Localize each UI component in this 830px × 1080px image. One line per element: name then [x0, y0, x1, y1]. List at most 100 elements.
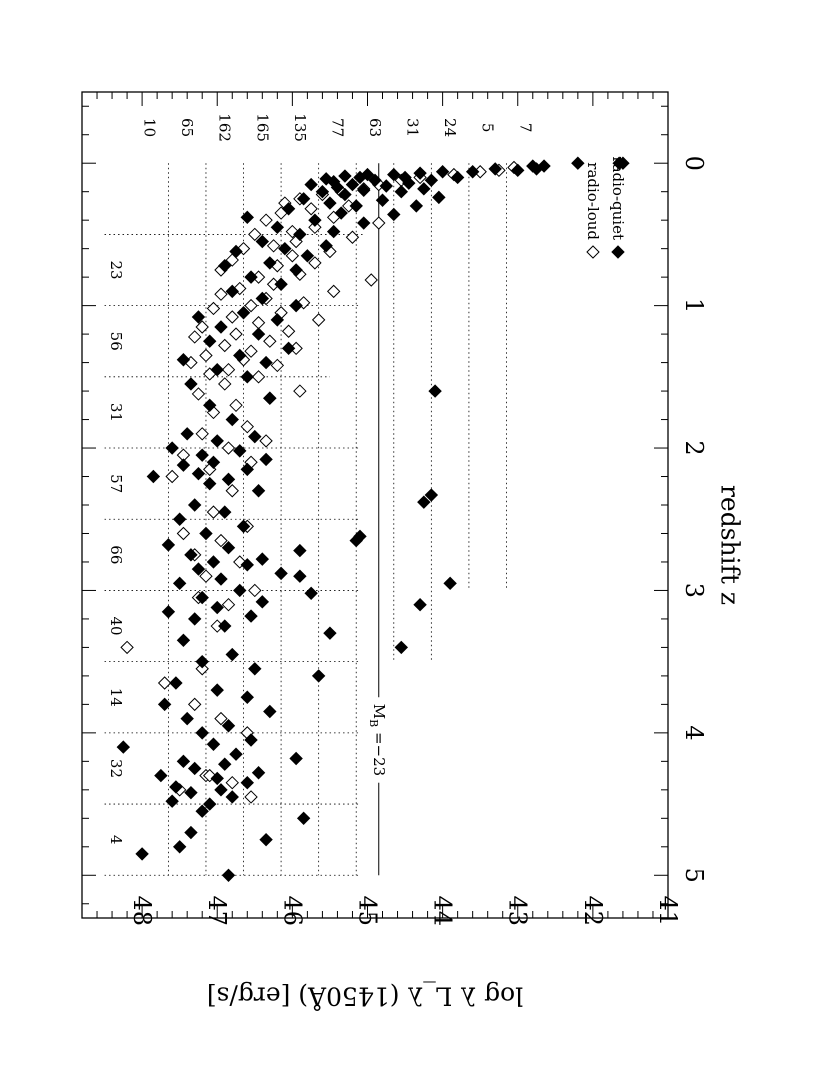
lum-tick-label: 41 — [654, 895, 682, 926]
radio-quiet-point — [135, 847, 149, 861]
radio-quiet-point — [210, 600, 224, 615]
radio-quiet-point — [450, 170, 465, 185]
lum-tick-label: 44 — [429, 895, 457, 926]
radio-quiet-point — [289, 263, 303, 277]
radio-quiet-point — [255, 552, 270, 566]
radio-quiet-point — [304, 586, 318, 601]
radio-quiet-point — [184, 377, 198, 391]
radio-quiet-point — [218, 619, 232, 633]
radio-quiet-point — [221, 541, 236, 555]
radio-quiet-point — [289, 751, 303, 766]
radio-quiet-point — [428, 384, 442, 398]
lum-tick-label: 47 — [203, 895, 231, 926]
radio-quiet-point — [296, 192, 311, 206]
radio-loud-point — [311, 313, 326, 327]
radio-quiet-point — [229, 244, 243, 259]
radio-loud-point — [263, 334, 277, 348]
radio-quiet-point — [187, 612, 202, 626]
radio-loud-point — [308, 256, 322, 270]
radio-quiet-point — [184, 785, 198, 800]
radio-quiet-point — [214, 320, 228, 334]
radio-quiet-point — [210, 683, 224, 697]
radio-quiet-point — [326, 224, 341, 239]
lum-tick-label: 42 — [579, 895, 607, 926]
lum-tick-label: 45 — [353, 895, 381, 926]
radio-quiet-point — [263, 256, 277, 270]
radio-quiet-point — [195, 654, 209, 669]
radio-quiet-point — [176, 633, 191, 648]
radio-loud-point — [218, 377, 232, 391]
radio-loud-point — [473, 165, 487, 179]
radio-loud-point — [266, 239, 281, 253]
radio-loud-point — [199, 569, 213, 583]
grid-lines — [104, 163, 507, 876]
radio-quiet-point — [511, 163, 525, 178]
radio-quiet-point — [263, 391, 277, 405]
radio-quiet-point — [203, 334, 217, 348]
radio-quiet-point — [417, 182, 431, 196]
radio-quiet-point — [248, 429, 262, 444]
radio-quiet-point — [443, 576, 457, 591]
x-axis-title: redshift z — [716, 485, 745, 605]
radio-quiet-point — [270, 220, 285, 235]
legend: radio-loud radio-quiet — [584, 156, 627, 259]
radio-loud-point — [364, 273, 378, 287]
radio-quiet-point — [214, 783, 228, 797]
radio-quiet-point — [214, 572, 228, 586]
luminosity-bin-count: 7 — [516, 123, 534, 133]
radio-quiet-point — [225, 412, 239, 427]
radio-quiet-point — [281, 341, 296, 356]
legend-label: radio-loud — [584, 162, 602, 240]
radio-quiet-point — [176, 458, 191, 472]
radio-loud-point — [244, 790, 258, 804]
radio-quiet-point — [387, 207, 401, 222]
radio-loud-point — [289, 341, 303, 356]
radio-loud-point — [229, 327, 243, 341]
radio-loud-point — [244, 298, 258, 313]
redshift-bin-count: 14 — [107, 688, 125, 707]
luminosity-bin-count: 162 — [216, 113, 234, 142]
radio-quiet-point — [187, 761, 202, 776]
radio-quiet-point — [184, 548, 198, 562]
radio-quiet-point — [225, 647, 239, 662]
luminosity-bin-count: 5 — [479, 123, 497, 133]
radio-quiet-point — [274, 566, 288, 581]
luminosity-bin-count: 63 — [366, 118, 384, 137]
radio-loud-point — [248, 583, 262, 598]
radio-loud-point — [214, 711, 228, 726]
radio-quiet-point — [229, 747, 243, 761]
radio-quiet-point — [218, 259, 232, 273]
radio-quiet-point — [221, 868, 236, 882]
radio-quiet-point — [379, 179, 393, 193]
luminosity-bin-count: 31 — [404, 118, 422, 137]
radio-quiet-point — [157, 697, 172, 712]
radio-quiet-point — [304, 177, 318, 192]
radio-quiet-point — [244, 270, 258, 284]
radio-loud-point — [206, 301, 221, 316]
radio-quiet-point — [240, 775, 254, 790]
radio-loud-point — [244, 344, 258, 358]
radio-quiet-point — [236, 306, 251, 320]
radio-quiet-point — [394, 640, 409, 655]
radio-quiet-point — [375, 193, 390, 207]
radio-quiet-point — [315, 184, 330, 199]
radio-quiet-point — [255, 291, 270, 306]
radio-loud-point — [120, 640, 134, 655]
radio-quiet-point — [240, 690, 254, 704]
radio-loud-point — [240, 419, 254, 434]
radio-quiet-point — [311, 669, 326, 683]
legend-marker-radio-loud — [586, 245, 600, 259]
radio-loud-point — [281, 324, 296, 338]
radio-quiet-point — [349, 533, 363, 548]
y-axis-title: log λ L_λ (1450Å) [erg/s] — [207, 982, 523, 1012]
luminosity-bin-count: 24 — [441, 118, 459, 137]
radio-loud-point — [214, 287, 228, 301]
radio-quiet-point — [165, 794, 179, 808]
radio-quiet-point — [409, 199, 424, 213]
radio-loud-point — [248, 227, 262, 242]
radio-quiet-point — [240, 370, 254, 384]
radio-quiet-point — [172, 840, 187, 854]
radio-quiet-point — [255, 234, 270, 249]
mb-reference-label: MB =−23 — [367, 704, 388, 776]
luminosity-bin-count: 10 — [141, 118, 159, 137]
